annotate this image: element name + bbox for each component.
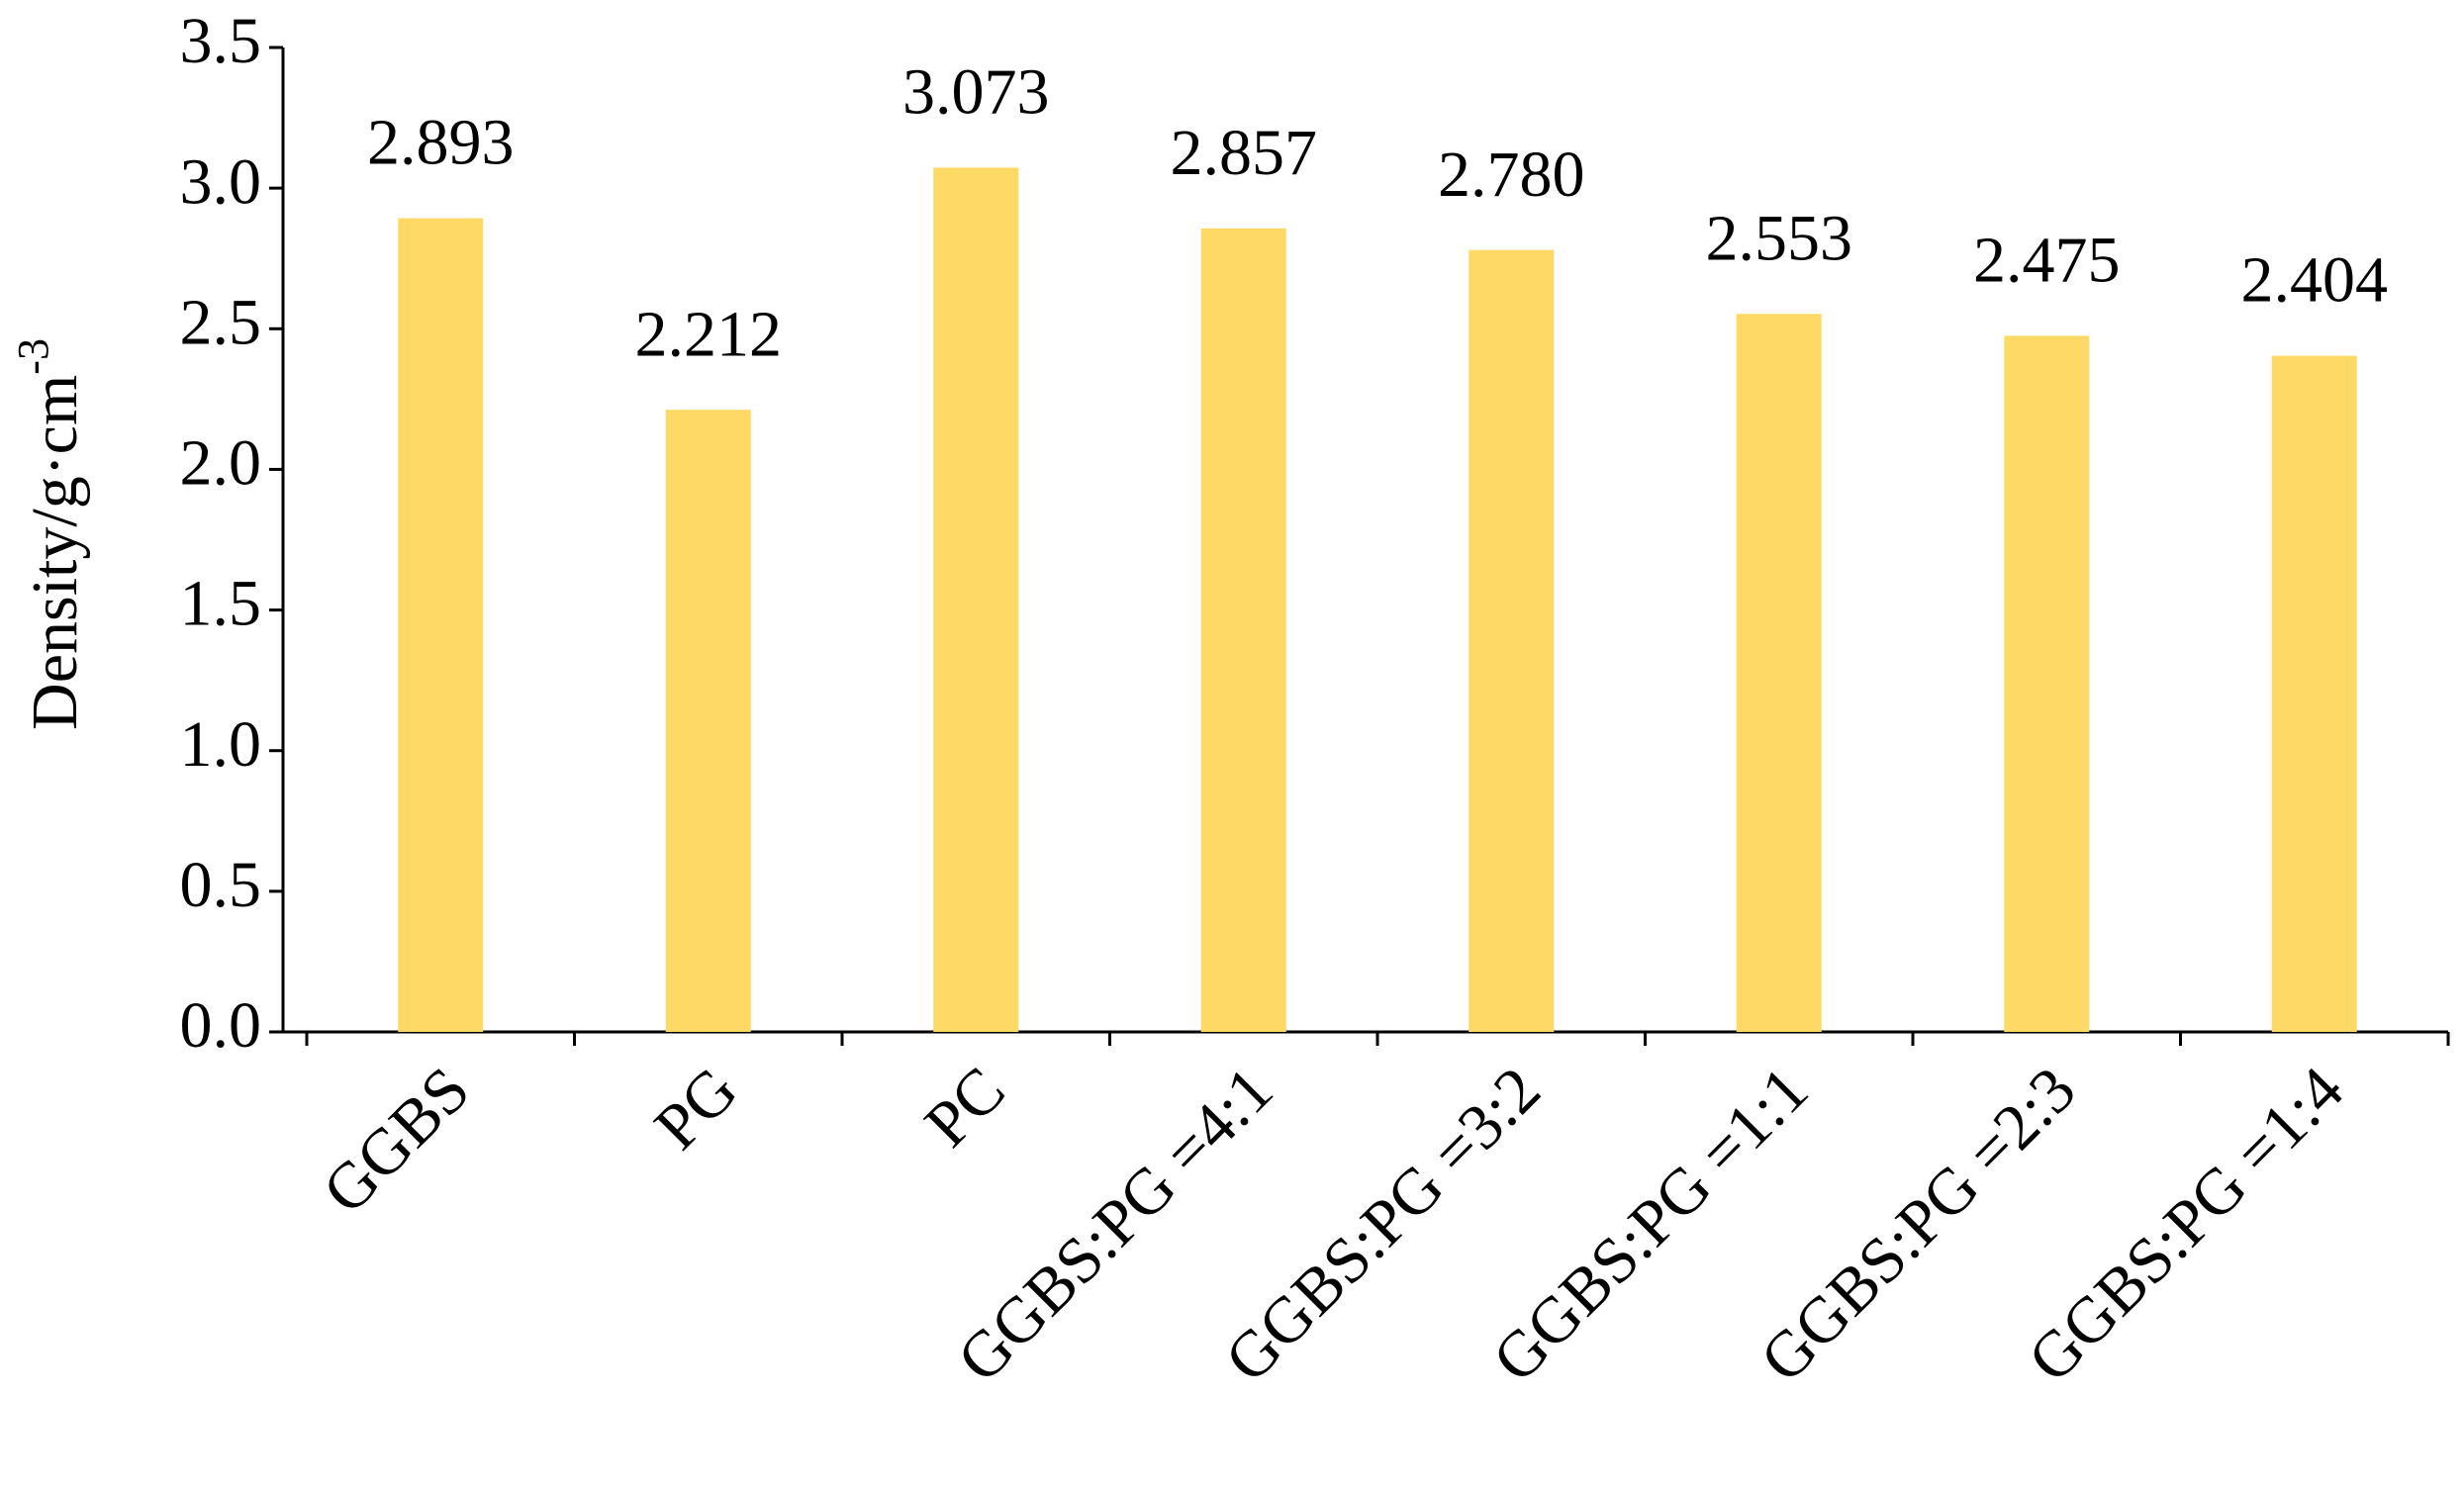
value-label: 2.893 [367, 107, 515, 179]
value-label: 2.475 [1973, 225, 2121, 297]
y-tick-label: 1.0 [180, 708, 262, 781]
y-tick-label: 2.0 [180, 427, 262, 500]
bar [1469, 249, 1555, 1032]
y-tick-label: 3.0 [180, 145, 262, 218]
bar [665, 410, 751, 1032]
bar [1736, 314, 1822, 1032]
y-axis-label: Density/g·cm-3 [9, 338, 91, 730]
x-tick-label: PC [911, 1054, 1019, 1162]
value-label: 2.857 [1171, 117, 1318, 189]
bar [2004, 335, 2090, 1033]
y-tick-label: 3.5 [180, 5, 262, 77]
y-tick-label: 1.5 [180, 568, 262, 640]
y-tick-label: 0.5 [180, 849, 262, 921]
x-tick-label: PG [641, 1054, 751, 1164]
bar [933, 167, 1019, 1032]
y-tick-label: 0.0 [180, 989, 262, 1062]
x-tick-label: GGBS [309, 1054, 483, 1228]
y-tick-label: 2.5 [180, 286, 262, 358]
value-label: 3.073 [902, 56, 1050, 129]
bar [2271, 355, 2357, 1032]
value-label: 2.404 [2241, 244, 2389, 317]
value-label: 2.780 [1438, 139, 1585, 211]
bar [398, 218, 484, 1033]
value-label: 2.553 [1706, 202, 1853, 274]
bar [1200, 228, 1286, 1032]
value-label: 2.212 [635, 298, 783, 370]
